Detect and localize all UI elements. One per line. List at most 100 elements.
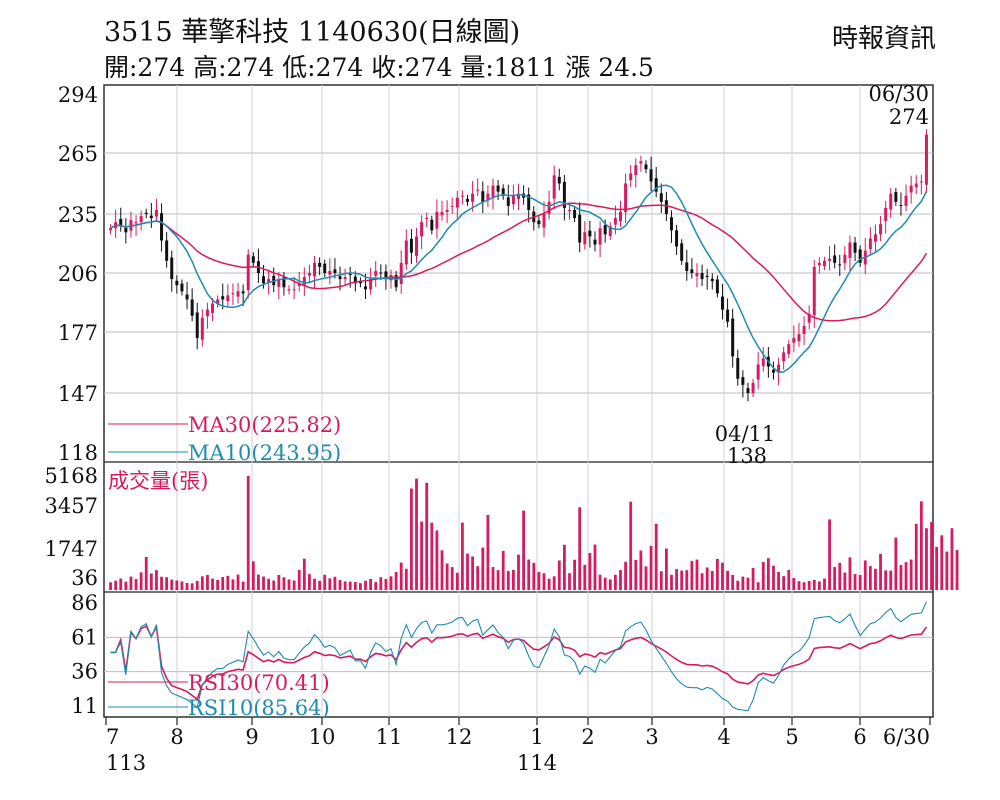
volume-bar [302, 558, 306, 590]
volume-bar [476, 566, 480, 590]
volume-bar [583, 564, 587, 590]
candle-body [792, 338, 796, 343]
volume-bar [817, 581, 821, 590]
rsi10-line [110, 601, 928, 712]
volume-bar [639, 550, 643, 590]
candle-body [797, 334, 801, 342]
volume-bar [884, 570, 888, 590]
candle-body [205, 309, 209, 317]
candle-body [190, 299, 194, 316]
volume-bar [619, 570, 622, 590]
rsi10-legend-label: RSI10(85.64) [188, 696, 330, 720]
candle-body [828, 258, 832, 261]
volume-bar [297, 569, 301, 590]
candle-body [379, 272, 383, 274]
candle-body [364, 286, 368, 290]
volume-bar [685, 570, 689, 590]
volume-bar [333, 576, 337, 590]
candle-body [501, 188, 505, 196]
volume-bar [155, 570, 158, 590]
candle-body [603, 224, 607, 235]
volume-tick-label: 36 [71, 566, 98, 590]
volume-bar [501, 550, 505, 590]
volume-bar [848, 557, 852, 590]
candle-body [440, 211, 444, 216]
volume-bar [267, 578, 271, 590]
volume-bar [522, 510, 525, 590]
chart-border [103, 84, 934, 718]
volume-bar [149, 573, 153, 590]
candle-body [680, 243, 684, 261]
candle-body [919, 181, 923, 183]
candle-body [675, 230, 679, 247]
candle-body [695, 273, 699, 277]
volume-bar [828, 519, 831, 590]
candle-body [323, 263, 327, 273]
ma10-legend-label: MA10(243.95) [188, 441, 341, 465]
volume-bar [853, 574, 857, 590]
candle-body [715, 279, 719, 294]
candle-body [149, 215, 153, 219]
volume-bar [257, 574, 260, 590]
volume-bar [420, 521, 424, 590]
volume-bar [899, 565, 903, 590]
chart-frame [103, 84, 934, 718]
volume-bar [746, 577, 750, 590]
candle-body [669, 217, 673, 231]
volume-bar [532, 562, 536, 590]
candle-body [710, 278, 714, 282]
volume-bar [736, 580, 740, 590]
volume-bar [537, 572, 541, 590]
candle-body [593, 239, 597, 245]
candle-body [211, 303, 215, 313]
candle-body [297, 283, 301, 287]
volume-bar [782, 576, 786, 590]
candle-body [328, 270, 332, 275]
volume-bar [308, 574, 311, 590]
price-tick-label: 265 [58, 142, 98, 166]
price-tick-label: 206 [58, 262, 98, 286]
last-value-label: 274 [889, 105, 929, 129]
candle-body [216, 299, 220, 304]
volume-bar [690, 560, 694, 590]
volume-bar [251, 561, 255, 590]
candle-body [654, 178, 658, 192]
volume-bar [313, 578, 316, 590]
x-tick-year-label: 114 [517, 751, 557, 775]
volume-bar [481, 547, 485, 590]
volume-bar [109, 582, 112, 590]
volume-bar [552, 576, 556, 590]
volume-bar [721, 562, 724, 590]
volume-bar [292, 580, 296, 590]
volume-bar [935, 546, 939, 590]
candle-body [277, 279, 281, 287]
volume-bar [328, 578, 332, 590]
ma30-line [110, 202, 928, 322]
candle-body [634, 165, 638, 175]
candle-body [899, 205, 903, 207]
candle-body [904, 195, 908, 206]
x-tick-label: 2 [581, 725, 594, 749]
volume-bar [318, 580, 322, 590]
candle-body [333, 269, 337, 273]
volume-bar [741, 576, 745, 590]
volume-bar [557, 560, 561, 590]
volume-bar [634, 560, 638, 590]
volume-bar [843, 572, 847, 590]
volume-bar [119, 578, 123, 590]
candle-body [313, 262, 317, 277]
volume-bar [180, 581, 184, 590]
volume-bar [578, 507, 582, 590]
candle-body [384, 271, 388, 278]
volume-bar [715, 558, 719, 590]
rsi-series [110, 601, 928, 712]
candle-body [618, 211, 622, 222]
volume-bar [874, 568, 877, 590]
volume-bar [807, 580, 811, 590]
candle-body [445, 209, 449, 212]
ohlc-summary: 開:274 高:274 低:274 收:274 量:1811 漲 24.5 [104, 53, 654, 82]
volume-bar [517, 554, 520, 590]
volume-bar [726, 570, 729, 590]
x-tick-year-label: 113 [106, 751, 146, 775]
